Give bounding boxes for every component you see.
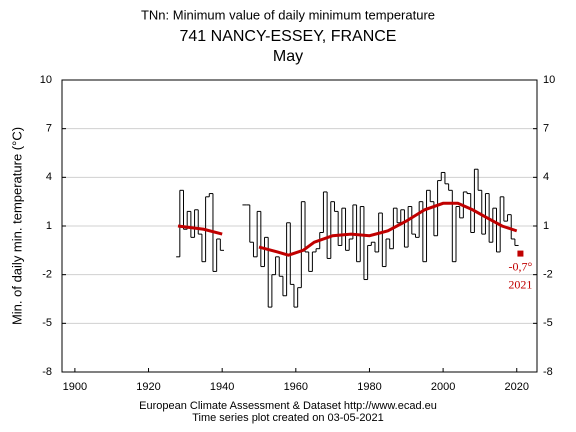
x-tick-label: 1960 bbox=[284, 381, 308, 393]
x-tick-label: 1900 bbox=[63, 381, 87, 393]
x-tick-label: 1940 bbox=[210, 381, 234, 393]
smoothed-line bbox=[177, 224, 223, 236]
x-tick-label: 1980 bbox=[357, 381, 381, 393]
x-tick-label: 1920 bbox=[136, 381, 160, 393]
x-tick-label: 2000 bbox=[431, 381, 455, 393]
y-tick-label: 10 bbox=[543, 74, 555, 86]
y-tick-label: -5 bbox=[42, 317, 52, 329]
y-axis-label: Min. of daily min. temperature (°C) bbox=[9, 127, 24, 325]
y-tick-label: 10 bbox=[40, 74, 52, 86]
footer: European Climate Assessment & Dataset ht… bbox=[139, 400, 437, 412]
y-tick-label: 7 bbox=[543, 123, 549, 135]
y-tick-label: 1 bbox=[46, 220, 52, 232]
period: May bbox=[273, 48, 303, 65]
highlight-point bbox=[517, 250, 524, 257]
y-tick-label: -2 bbox=[42, 269, 52, 281]
highlight-label: -0,7° bbox=[509, 259, 533, 273]
y-tick-label: 7 bbox=[46, 123, 52, 135]
y-tick-label: -8 bbox=[543, 366, 553, 378]
plot-frame bbox=[61, 79, 538, 373]
highlight-year: 2021 bbox=[508, 277, 532, 291]
y-tick-label: -2 bbox=[543, 269, 553, 281]
x-tick-label: 2020 bbox=[505, 381, 529, 393]
footer: Time series plot created on 03-05-2021 bbox=[192, 412, 384, 424]
y-tick-label: -8 bbox=[42, 366, 52, 378]
y-tick-label: -5 bbox=[543, 317, 553, 329]
smoothed-line bbox=[258, 201, 518, 257]
y-tick-label: 4 bbox=[46, 171, 52, 183]
chart-title: TNn: Minimum value of daily minimum temp… bbox=[141, 7, 435, 22]
chart-subtitle: 741 NANCY-ESSEY, FRANCE bbox=[180, 28, 397, 45]
y-tick-label: 4 bbox=[543, 171, 549, 183]
y-tick-label: 1 bbox=[543, 220, 549, 232]
